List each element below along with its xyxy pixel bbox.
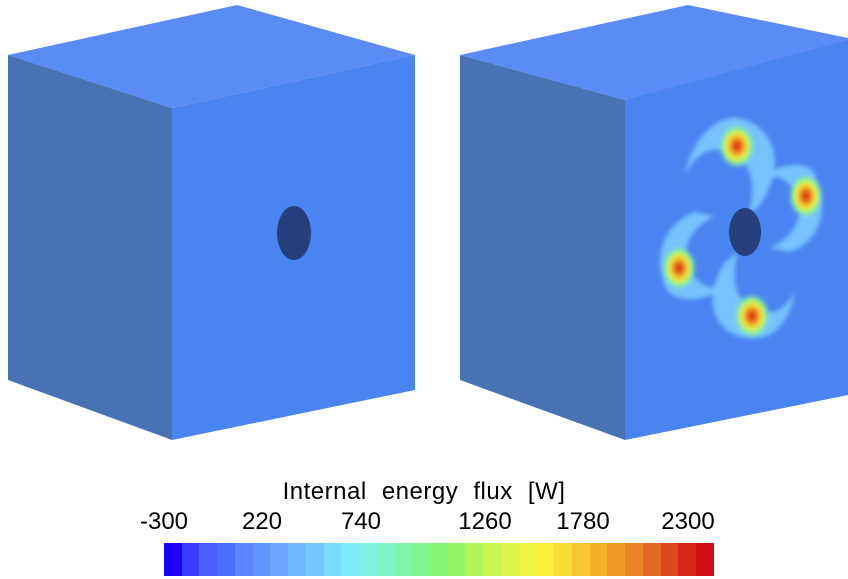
colorbar-cell [359,543,377,576]
colorbar-cell [217,543,235,576]
colorbar-cell [483,543,501,576]
hot-spot-top [719,124,755,168]
colorbar-tick: -300 [139,508,189,535]
hot-spot-bottom [734,294,770,338]
colorbar-cell [305,543,324,576]
colorbar-title: Internal energy flux [W] [282,478,566,505]
colorbar-cell [323,543,342,576]
colorbar-tick: 1780 [556,508,610,535]
colorbar-cell [625,543,643,576]
colorbar-cell [376,543,395,576]
colorbar-cell [394,543,413,576]
right-cube-hole [729,208,761,256]
colorbar-cell [252,543,271,576]
colorbar-cell [500,543,519,576]
right-cube-side-face [460,55,625,440]
colorbar-cell [642,543,661,576]
colorbar-cell [199,543,218,576]
colorbar-cell [660,543,679,576]
right-cube [460,5,848,440]
colorbar-cell [412,543,431,576]
hot-spot-left [662,246,696,290]
colorbar-cell [288,543,306,576]
colorbar-cell [341,543,360,576]
left-cube [8,5,415,440]
colorbar-tick: 740 [340,508,382,535]
colorbar [164,543,714,576]
colorbar-cell [447,543,466,576]
colorbar-cell [571,543,590,576]
flux-arm-bottom [712,252,795,339]
colorbar-cell [589,543,608,576]
colorbar-cell [430,543,448,576]
left-cube-hole [277,206,311,260]
colorbar-cell [465,543,484,576]
colorbar-tick: 2300 [661,508,715,535]
colorbar-tick: 220 [241,508,283,535]
colorbar-cell [678,543,697,576]
left-cube-side-face [8,55,172,440]
colorbar-tick: 1260 [458,508,512,535]
colorbar-cell [234,543,253,576]
colorbar-cell [181,543,200,576]
colorbar-cell [518,543,537,576]
left-cube-top-face [8,5,415,108]
colorbar-cell [536,543,555,576]
colorbar-cell [607,543,626,576]
right-cube-top-face [460,5,848,100]
colorbar-cell [554,543,572,576]
colorbar-cell [696,543,714,576]
colorbar-cell [270,543,289,576]
hot-spot-right [789,174,823,218]
colorbar-cell [164,543,182,576]
flux-pattern [660,117,823,339]
